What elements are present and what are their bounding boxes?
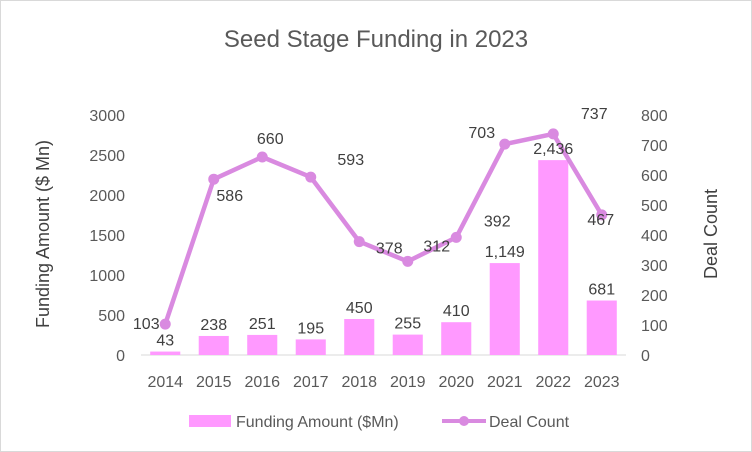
bar-data-label: 238 (200, 317, 227, 334)
line-data-label: 392 (484, 213, 511, 230)
line-data-label: 593 (337, 152, 364, 169)
line-data-label: 312 (423, 238, 450, 255)
bar (150, 351, 181, 355)
y2-tick-label: 400 (641, 228, 668, 245)
y-axis-right: 0 100 200 300 400 500 600 700 800 (641, 108, 668, 365)
y-tick-label: 1500 (89, 228, 125, 245)
line-data-label: 660 (257, 131, 284, 148)
y2-tick-label: 100 (641, 318, 668, 335)
bar-data-label: 450 (346, 300, 373, 317)
bar-data-label: 251 (249, 316, 276, 333)
x-tick-label: 2016 (244, 374, 280, 391)
bar (441, 322, 472, 355)
y-tick-label: 500 (98, 308, 125, 325)
line-data-label: 103 (133, 316, 160, 333)
bar-data-label: 1,149 (485, 244, 525, 261)
y2-tick-label: 200 (641, 288, 668, 305)
y2-tick-label: 800 (641, 108, 668, 125)
x-tick-label: 2022 (535, 374, 571, 391)
bar-labels: 43 238 251 195 450 255 410 1,149 2,436 681 (156, 141, 615, 349)
bar-data-label: 2,436 (533, 141, 573, 158)
bar (586, 300, 617, 355)
y-axis-title: Funding Amount ($ Mn) (33, 140, 53, 328)
x-axis: 2014 2015 2016 2017 2018 2019 2020 2021 2022 2023 (141, 354, 626, 391)
legend-swatch-funding (189, 415, 231, 427)
line-point (596, 209, 608, 221)
line-data-label: 378 (376, 241, 403, 258)
bar (344, 319, 375, 355)
chart-title: Seed Stage Funding in 2023 (224, 26, 528, 53)
bar (489, 263, 520, 355)
y-tick-label: 2500 (89, 148, 125, 165)
x-tick-label: 2019 (390, 374, 426, 391)
deal-count-line (163, 131, 604, 325)
bar-data-label: 681 (588, 282, 615, 299)
line-data-label: 737 (581, 106, 608, 123)
x-tick-label: 2015 (196, 374, 232, 391)
bar-data-label: 255 (394, 316, 421, 333)
x-tick-label: 2014 (147, 374, 183, 391)
bar (392, 334, 423, 355)
x-tick-label: 2021 (487, 374, 523, 391)
line-point (256, 151, 268, 163)
bar (247, 334, 278, 355)
x-tick-label: 2023 (584, 374, 620, 391)
y-tick-label: 1000 (89, 268, 125, 285)
line-point (159, 318, 171, 330)
line-labels: 103 586 660 593 378 312 392 703 737 467 (133, 106, 614, 333)
y2-tick-label: 300 (641, 258, 668, 275)
line-point (547, 128, 559, 140)
bar-data-label: 410 (443, 303, 470, 320)
legend: Funding Amount ($Mn) Deal Count (189, 414, 570, 431)
line-data-label: 467 (587, 212, 614, 229)
legend-marker-deal-count (459, 416, 469, 426)
bar (198, 335, 229, 355)
x-tick-label: 2020 (438, 374, 474, 391)
bar-data-label: 43 (156, 333, 174, 350)
bar (295, 339, 326, 355)
bar (538, 160, 569, 355)
line-point (353, 236, 365, 248)
line-data-label: 586 (216, 188, 243, 205)
legend-label-funding: Funding Amount ($Mn) (236, 414, 399, 431)
line-point (208, 173, 220, 185)
line-series (159, 128, 608, 330)
x-tick-label: 2018 (341, 374, 377, 391)
line-point (402, 255, 414, 267)
bar-data-label: 195 (297, 320, 324, 337)
y-tick-label: 3000 (89, 108, 125, 125)
y2-axis-title: Deal Count (701, 189, 721, 279)
y2-tick-label: 0 (641, 348, 650, 365)
bar-series (150, 160, 617, 355)
y2-tick-label: 600 (641, 168, 668, 185)
y-axis-left: 0 500 1000 1500 2000 2500 3000 (89, 108, 125, 365)
x-tick-label: 2017 (293, 374, 329, 391)
line-point (499, 138, 511, 150)
y-tick-label: 0 (116, 348, 125, 365)
legend-label-deal-count: Deal Count (489, 414, 570, 431)
y-tick-label: 2000 (89, 188, 125, 205)
line-point (305, 171, 317, 183)
y2-tick-label: 500 (641, 198, 668, 215)
line-data-label: 703 (468, 125, 495, 142)
line-point (450, 231, 462, 243)
y2-tick-label: 700 (641, 138, 668, 155)
